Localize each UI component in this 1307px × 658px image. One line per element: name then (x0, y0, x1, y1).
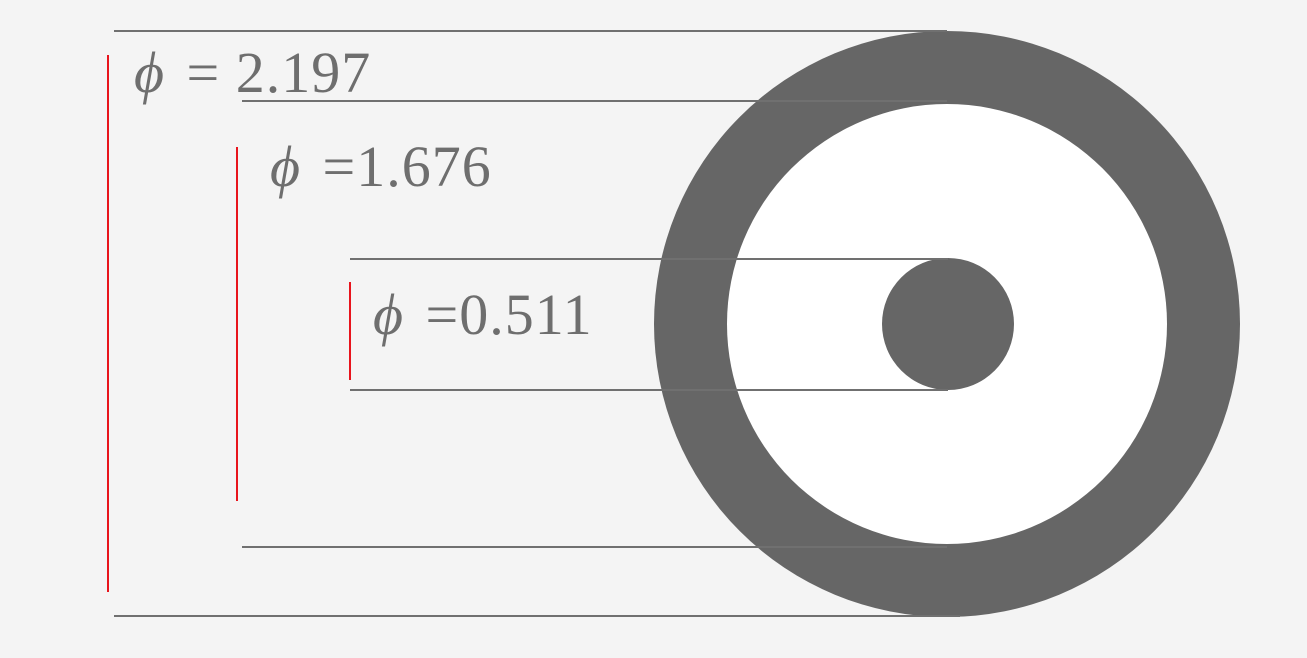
inner-diameter-label: ϕ =0.511 (373, 282, 593, 347)
middle-diameter-value: =1.676 (323, 134, 492, 199)
outer-diameter-value: = 2.197 (187, 40, 372, 105)
middle-diameter-label: ϕ =1.676 (270, 134, 492, 199)
middle-phi-symbol: ϕ (270, 134, 301, 199)
inner-core-disk (882, 258, 1014, 390)
outer-diameter-label: ϕ = 2.197 (134, 40, 371, 105)
inner-diameter-value: =0.511 (426, 282, 593, 347)
outer-phi-symbol: ϕ (134, 40, 165, 105)
inner-phi-symbol: ϕ (373, 282, 404, 347)
